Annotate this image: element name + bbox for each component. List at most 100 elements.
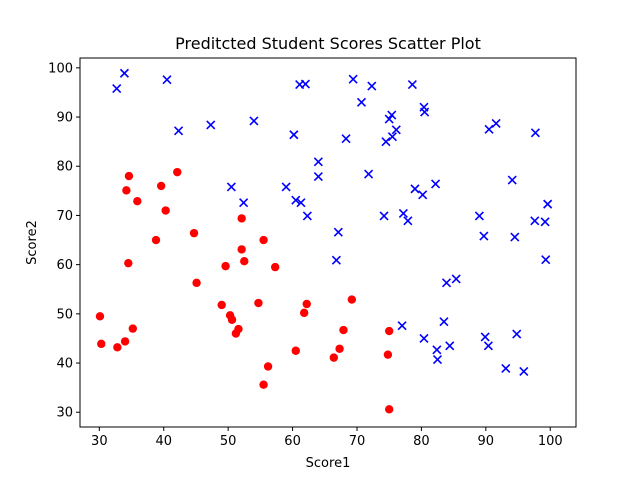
x-point — [289, 130, 299, 140]
x-point — [439, 317, 449, 327]
x-point — [420, 107, 430, 117]
x-tick-label: 60 — [284, 434, 301, 449]
x-point — [331, 255, 341, 265]
x-point — [431, 179, 441, 189]
circle-point — [221, 261, 230, 271]
circle-point — [335, 344, 344, 353]
x-point — [291, 195, 301, 205]
circle-point — [128, 324, 138, 333]
circle-point — [347, 295, 357, 304]
x-point — [226, 182, 236, 192]
x-point — [445, 341, 455, 351]
y-tick-label: 40 — [56, 357, 73, 372]
y-tick-label: 100 — [48, 61, 73, 76]
x-point — [483, 341, 493, 351]
x-point — [484, 124, 494, 134]
x-point — [387, 132, 397, 142]
x-point — [419, 333, 429, 344]
x-point — [512, 329, 522, 339]
x-tick-label: 90 — [478, 434, 495, 449]
x-point — [432, 345, 442, 355]
circle-point — [124, 171, 134, 181]
circle-point — [227, 315, 237, 324]
x-point — [387, 110, 397, 120]
circle-point — [270, 262, 280, 272]
x-point — [530, 128, 540, 138]
circle-point — [156, 181, 166, 191]
circle-point — [339, 325, 348, 335]
x-point — [398, 208, 408, 219]
data-points — [95, 68, 553, 414]
plot-area — [79, 57, 577, 428]
x-tick-label: 80 — [413, 434, 430, 449]
circle-point — [259, 380, 268, 389]
x-tick-label: 30 — [91, 434, 108, 449]
y-axis-ticks: 30 40 50 60 70 80 90 100 — [48, 61, 80, 421]
circle-point — [384, 405, 394, 414]
x-point — [348, 74, 358, 84]
x-point — [507, 175, 517, 185]
circle-point — [192, 278, 201, 288]
circle-point — [263, 362, 273, 371]
x-point — [407, 80, 417, 90]
circle-point — [161, 206, 170, 215]
circle-point — [217, 300, 226, 310]
x-point — [543, 199, 553, 209]
x-point — [480, 332, 490, 342]
x-point — [501, 363, 511, 374]
x-point — [249, 116, 259, 126]
x-point — [381, 137, 391, 147]
circle-point — [299, 308, 309, 318]
x-point — [302, 211, 312, 221]
x-point — [296, 198, 306, 208]
x-point — [410, 184, 420, 194]
circle-point — [237, 245, 246, 254]
x-point — [403, 216, 413, 226]
x-point — [300, 79, 311, 89]
x-point — [356, 97, 367, 107]
circle-point — [122, 186, 131, 195]
y-tick-label: 60 — [56, 258, 73, 273]
circle-point — [329, 353, 338, 362]
x-tick-label: 40 — [155, 434, 172, 449]
x-point — [313, 172, 323, 182]
x-point — [491, 118, 501, 129]
x-axis-label: Score1 — [306, 456, 351, 471]
circle-point — [384, 326, 394, 336]
x-point — [173, 126, 184, 136]
x-point — [540, 217, 550, 227]
circle-point — [240, 256, 249, 266]
circle-point — [383, 350, 393, 359]
x-point — [510, 232, 520, 242]
circle-point — [151, 235, 161, 245]
circle-point — [302, 299, 311, 309]
x-point — [432, 355, 443, 365]
x-point — [313, 157, 323, 167]
x-point — [384, 114, 394, 124]
x-tick-label: 70 — [349, 434, 366, 449]
x-tick-label: 50 — [220, 434, 237, 449]
y-tick-label: 90 — [56, 111, 73, 126]
x-point — [367, 81, 377, 91]
x-point — [281, 182, 291, 192]
circle-point — [124, 258, 133, 268]
x-point — [119, 68, 130, 78]
circle-point — [113, 343, 122, 352]
x-point — [112, 83, 122, 94]
circle-point — [189, 228, 199, 238]
x-point — [479, 231, 489, 241]
circle-point — [120, 337, 130, 346]
x-point — [239, 198, 249, 208]
circle-point — [237, 214, 246, 223]
circle-point — [173, 167, 182, 177]
x-point — [333, 227, 343, 237]
y-axis-label: Score2 — [25, 220, 40, 265]
x-point — [541, 255, 551, 265]
circle-point — [259, 235, 268, 245]
y-tick-label: 30 — [56, 406, 73, 421]
x-point — [341, 134, 351, 144]
x-point — [519, 366, 529, 376]
x-tick-label: 100 — [538, 434, 563, 449]
circle-point — [234, 324, 243, 334]
x-point — [530, 216, 540, 226]
